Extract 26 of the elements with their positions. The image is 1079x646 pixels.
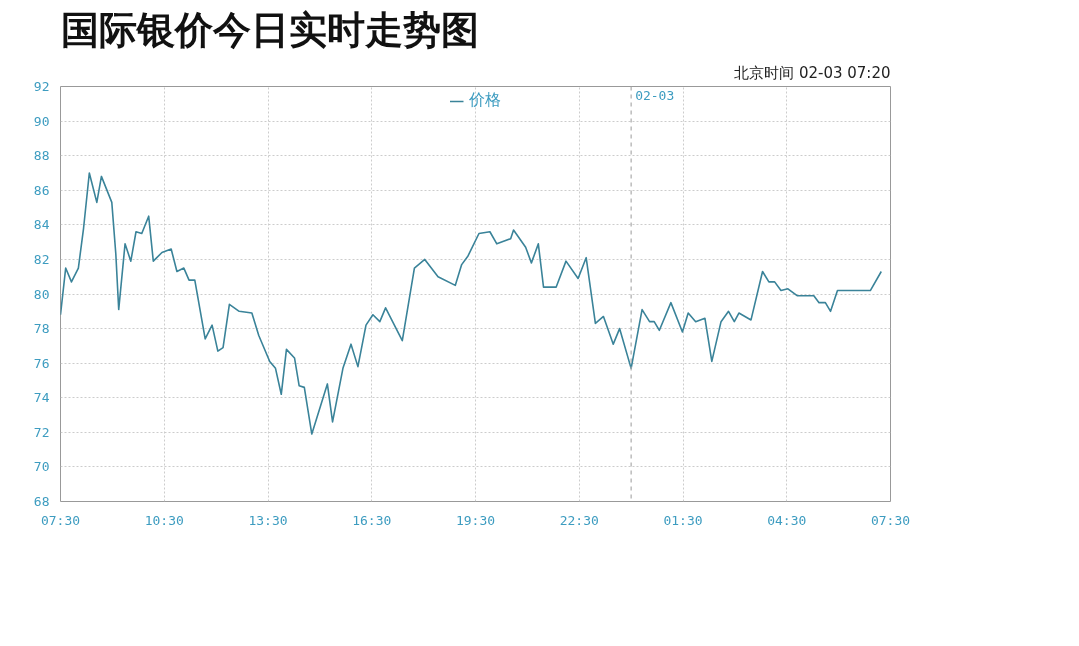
y-tick-label: 88 [33,148,50,164]
x-tick-label: 19:30 [455,512,496,528]
y-tick-label: 74 [33,390,50,406]
y-tick-label: 72 [33,424,50,440]
legend-label: 价格 [468,90,501,111]
x-tick-label: 07:30 [870,512,911,528]
y-tick-label: 80 [33,286,50,302]
y-tick-label: 92 [33,79,50,94]
x-tick-label: 10:30 [144,512,184,528]
x-tick-label: 07:30 [40,512,81,528]
text: 北京时间 02-03 07:20 [734,63,891,82]
y-tick-label: 82 [33,251,50,267]
y-tick-label: 90 [33,113,50,129]
x-tick-label: 16:30 [352,512,392,528]
x-tick-label: 22:30 [559,512,599,528]
ref-line-label: 02-03 [635,87,675,103]
y-tick-label: 76 [33,355,50,371]
x-tick-label: 01:30 [663,512,703,528]
x-tick-label: 13:30 [248,512,288,528]
chart-title: 国际银价今日实时走势图 [60,7,479,52]
y-tick-label: 84 [33,217,50,233]
y-tick-label: 78 [33,321,50,337]
x-tick-label: 04:30 [767,512,807,528]
y-tick-label: 86 [33,182,50,198]
y-tick-label: 68 [33,494,50,509]
y-tick-label: 70 [33,459,50,475]
